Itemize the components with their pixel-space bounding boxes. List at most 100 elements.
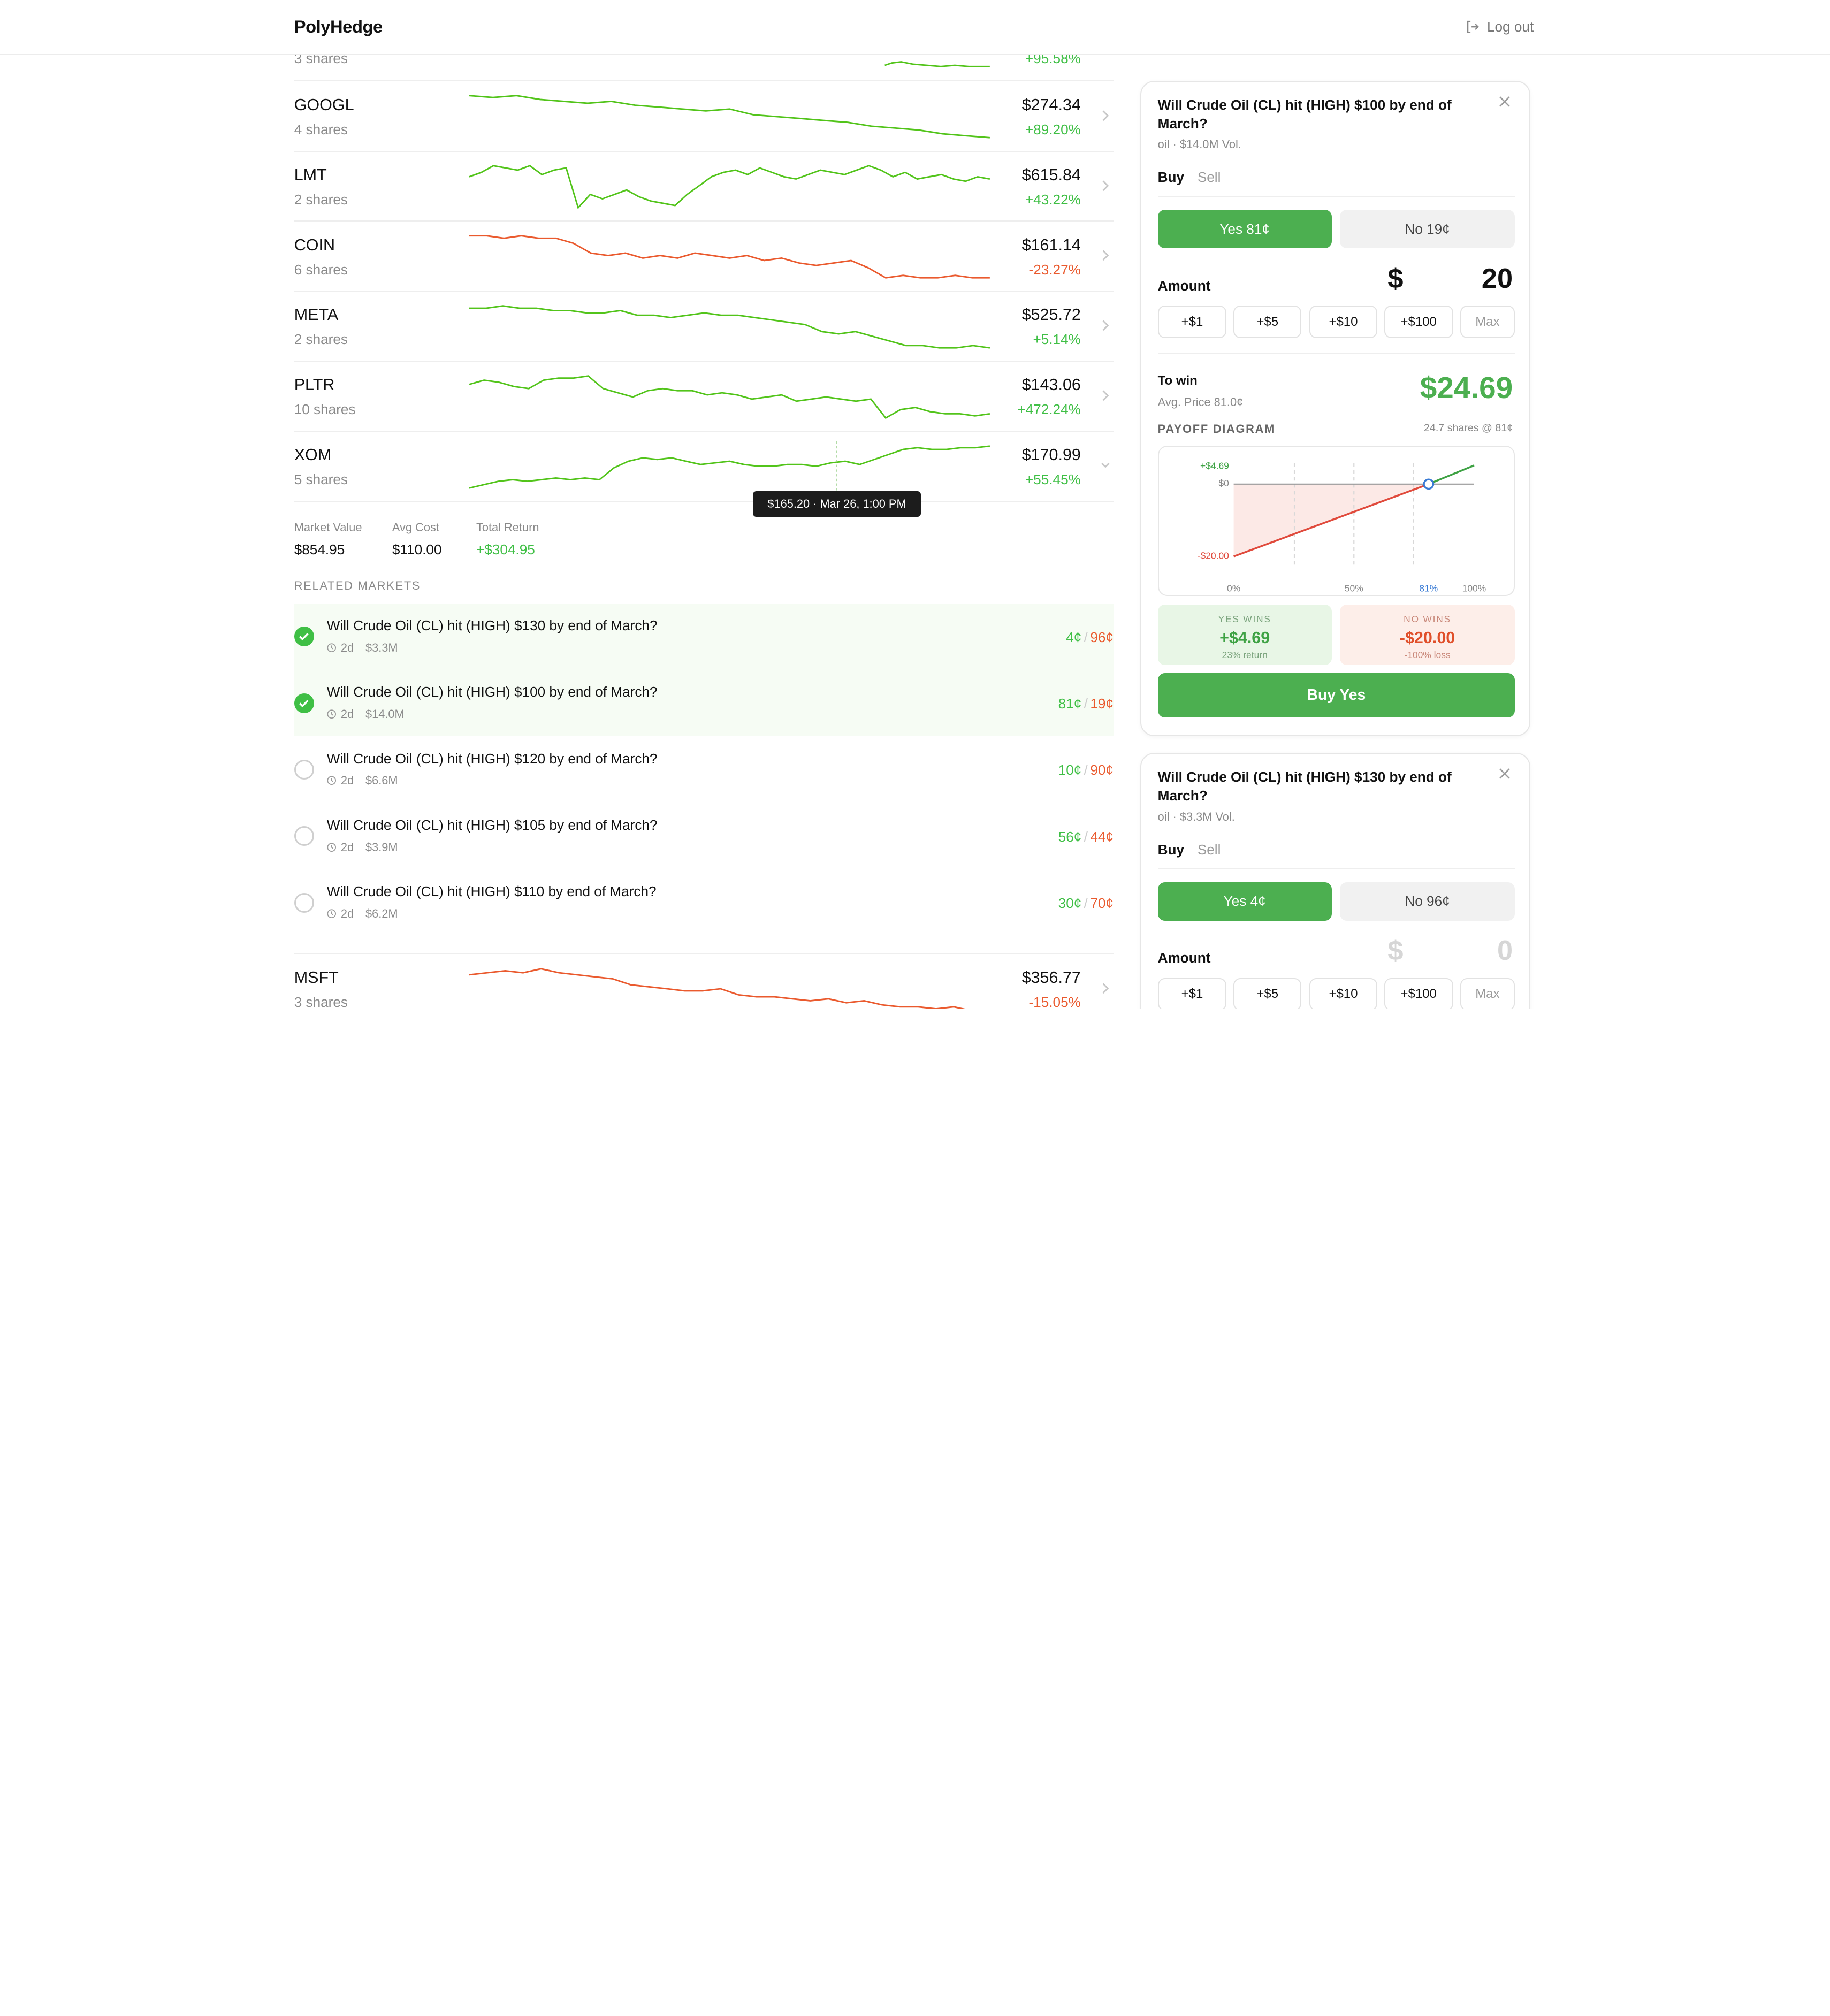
holding-price: $274.34 [1021,95,1081,114]
odds-separator: / [1084,629,1088,645]
tab-sell[interactable]: Sell [1197,841,1221,858]
related-market-row[interactable]: Will Crude Oil (CL) hit (HIGH) $130 by e… [294,603,1114,670]
market-meta: 2d $14.0M [327,707,405,721]
loss-area [1233,484,1429,557]
chevron-right-icon[interactable] [1100,178,1111,194]
clock-icon [327,776,336,785]
related-market-row[interactable]: Will Crude Oil (CL) hit (HIGH) $110 by e… [294,869,1114,936]
x-tick: 81% [1419,583,1438,594]
chevron-right-icon[interactable] [1100,247,1111,264]
holding-row-xom[interactable]: XOM 5 shares $170.99 +55.45% [294,432,1114,502]
check-icon [299,699,309,707]
market-volume: $3.9M [365,840,398,854]
yes-price: 30¢ [1058,895,1082,912]
holding-symbol: MSFT [294,968,339,987]
related-markets-title: RELATED MARKETS [294,578,421,592]
holding-symbol: META [294,306,339,324]
holding-row-meta[interactable]: META 2 shares $525.72 +5.14% [294,292,1114,362]
x-tick: 100% [1462,583,1486,594]
holding-price: $615.84 [1021,165,1081,184]
chevron-right-icon[interactable] [1100,317,1111,334]
yes-outcome-button[interactable]: Yes 81¢ [1157,210,1332,249]
market-volume: $6.2M [365,906,398,920]
to-win-label: To win [1157,373,1198,388]
yes-price: 81¢ [1058,696,1082,712]
market-odds: 4¢/96¢ [1066,629,1114,646]
chevron-right-icon[interactable] [1100,980,1111,997]
market-checkbox[interactable] [294,826,314,846]
amount-input[interactable]: 0 [1497,935,1513,967]
holding-sparkline [469,441,990,493]
yes-price: 56¢ [1058,828,1082,845]
max-button[interactable]: Max [1460,306,1515,339]
holding-change: +55.45% [1025,471,1081,488]
holding-row-msft[interactable]: MSFT 3 shares $356.77 -15.05% [294,953,1114,1009]
amount-input[interactable]: 20 [1481,263,1513,294]
tab-buy[interactable]: Buy [1157,169,1185,186]
clock-icon [327,643,336,652]
add-1-button[interactable]: +$1 [1157,978,1227,1009]
holding-row-pltr[interactable]: PLTR 10 shares $143.06 +472.24% [294,362,1114,432]
market-checkbox[interactable] [294,892,314,913]
max-gain-label: +$4.69 [1200,461,1229,471]
related-market-row[interactable]: Will Crude Oil (CL) hit (HIGH) $100 by e… [294,670,1114,737]
holding-shares: 10 shares [294,401,356,418]
market-checkbox[interactable] [294,627,314,647]
holding-change: +5.14% [1033,331,1081,348]
add-10-button[interactable]: +$10 [1309,978,1377,1009]
add-1-button[interactable]: +$1 [1157,306,1227,339]
buy-yes-button[interactable]: Buy Yes [1157,673,1515,718]
payoff-shares: 24.7 shares @ 81¢ [1424,422,1513,434]
buy-sell-tabs: Buy Sell [1157,169,1515,197]
close-icon[interactable] [1499,768,1511,780]
max-button[interactable]: Max [1460,978,1515,1009]
tab-sell[interactable]: Sell [1197,169,1221,186]
market-question: Will Crude Oil (CL) hit (HIGH) $120 by e… [326,750,658,767]
no-wins-label: NO WINS [1404,614,1451,625]
market-meta: 2d $3.9M [327,841,398,854]
card-subtitle: oil · $3.3M Vol. [1157,810,1235,823]
currency-symbol: $ [1387,935,1404,967]
tab-buy[interactable]: Buy [1157,841,1185,858]
no-outcome-button[interactable]: No 96¢ [1339,882,1515,921]
chevron-right-icon[interactable] [1100,387,1111,404]
yes-outcome-button[interactable]: Yes 4¢ [1157,882,1332,921]
holding-sparkline [469,235,990,279]
close-icon[interactable] [1499,96,1511,108]
related-market-row[interactable]: Will Crude Oil (CL) hit (HIGH) $120 by e… [294,736,1114,803]
market-odds: 10¢/90¢ [1058,762,1114,778]
add-100-button[interactable]: +$100 [1384,978,1453,1009]
logout-icon [1467,21,1479,33]
holding-row-lmt[interactable]: LMT 2 shares $615.84 +43.22% [294,152,1114,222]
add-10-button[interactable]: +$10 [1309,306,1377,339]
chevron-down-icon[interactable] [1100,457,1111,474]
sparkline-path [469,445,990,489]
payoff-chart: +$4.69 $0 -$20.00 0% 50% 81% 100% [1197,461,1486,594]
add-5-button[interactable]: +$5 [1233,978,1301,1009]
amount-label: Amount [1157,950,1211,966]
sparkline-path [469,375,990,419]
holding-symbol: LMT [294,165,327,184]
card-title: Will Crude Oil (CL) hit (HIGH) $130 by e… [1157,769,1452,804]
holding-row-coin[interactable]: COIN 6 shares $161.14 -23.27% [294,222,1114,292]
zero-label: $0 [1218,478,1229,488]
holding-change: +472.24% [1017,401,1081,418]
payoff-diagram: +$4.69 $0 -$20.00 0% 50% 81% 100% [1157,446,1515,597]
logout-button[interactable]: Log out [1465,19,1534,35]
no-price: 96¢ [1090,629,1114,645]
related-market-row[interactable]: Will Crude Oil (CL) hit (HIGH) $105 by e… [294,803,1114,869]
holding-row-googl[interactable]: GOOGL 4 shares $274.34 +89.20% [294,82,1114,152]
holding-symbol: GOOGL [294,95,354,114]
add-100-button[interactable]: +$100 [1384,306,1453,339]
summary-label: Total Return [476,520,539,534]
market-checkbox[interactable] [294,693,314,713]
avg-price: Avg. Price 81.0¢ [1157,395,1244,409]
yes-price: 4¢ [1066,629,1082,645]
summary-value: +$304.95 [476,541,535,558]
chevron-right-icon[interactable] [1100,108,1111,124]
add-5-button[interactable]: +$5 [1233,306,1301,339]
brand-logo[interactable]: PolyHedge [294,16,383,36]
market-checkbox[interactable] [294,760,314,780]
market-time: 2d [340,840,354,854]
no-outcome-button[interactable]: No 19¢ [1339,210,1515,249]
